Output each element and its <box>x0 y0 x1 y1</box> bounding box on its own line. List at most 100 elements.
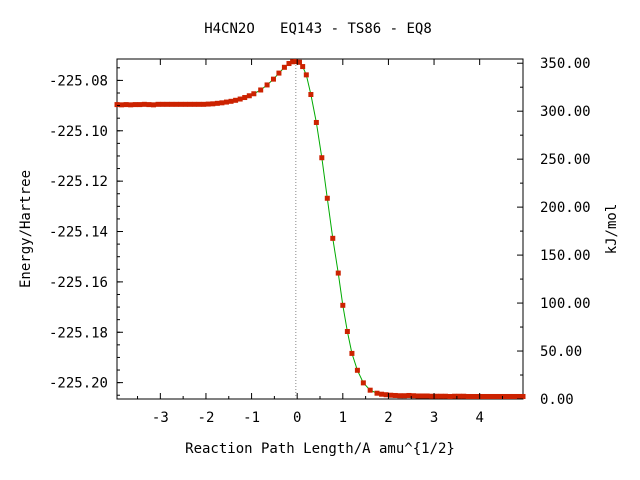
data-point <box>160 101 166 107</box>
y2-axis-ticks: 350.00 300.00 250.00 200.00 150.00 100.00 50.0… <box>517 56 591 408</box>
data-point <box>330 235 336 241</box>
data-point <box>114 102 120 108</box>
data-point <box>374 390 380 396</box>
data-point <box>293 59 299 65</box>
data-point <box>313 119 319 125</box>
y2-axis-label: kJ/mol <box>604 204 620 255</box>
data-point <box>128 102 134 108</box>
data-point <box>360 380 366 386</box>
series-line <box>116 61 523 397</box>
data-point <box>237 96 243 102</box>
y2-tick-label: 150.00 <box>540 248 591 264</box>
data-point <box>324 195 330 201</box>
data-point <box>296 59 302 65</box>
data-point <box>219 100 225 106</box>
data-point <box>210 101 216 107</box>
data-point <box>447 393 453 399</box>
data-point <box>442 393 448 399</box>
data-point <box>182 101 188 107</box>
y-axis-ticks: -225.08 -225.10 -225.12 -225.14 -225.16 -225.… <box>49 67 123 396</box>
data-point <box>502 393 508 399</box>
y2-tick-label: 350.00 <box>540 56 591 72</box>
data-point <box>173 101 179 107</box>
x-axis-ticks: -3 -2 -1 0 1 2 3 4 <box>137 59 503 426</box>
y-tick-label: -225.18 <box>49 325 108 341</box>
data-point <box>242 95 248 101</box>
data-point <box>164 101 170 107</box>
data-point <box>511 393 517 399</box>
data-point <box>205 101 211 107</box>
series-layer <box>114 59 526 399</box>
data-point <box>223 99 229 105</box>
y-axis-label: Energy/Hartree <box>18 170 34 288</box>
data-point <box>484 393 490 399</box>
x-tick-label: -2 <box>198 410 215 426</box>
data-point <box>474 393 480 399</box>
data-point <box>397 393 403 399</box>
data-point <box>433 393 439 399</box>
data-point <box>201 101 207 107</box>
x-tick-label: 2 <box>384 410 392 426</box>
data-point <box>383 392 389 398</box>
data-point <box>132 102 138 108</box>
data-point <box>319 155 325 161</box>
y2-tick-label: 250.00 <box>540 152 591 168</box>
x-tick-label: -1 <box>243 410 260 426</box>
y-tick-label: -225.12 <box>49 174 108 190</box>
data-point <box>300 64 306 70</box>
y2-tick-label: 300.00 <box>540 104 591 120</box>
y2-tick-label: 100.00 <box>540 296 591 312</box>
data-point <box>461 393 467 399</box>
data-point <box>264 82 270 88</box>
plot-frame <box>116 58 524 400</box>
data-point <box>187 101 193 107</box>
data-point <box>150 102 156 108</box>
data-point <box>429 393 435 399</box>
data-point <box>146 102 152 108</box>
data-point <box>123 102 129 108</box>
data-point <box>340 302 346 308</box>
data-point <box>270 76 276 82</box>
data-point <box>281 64 287 70</box>
data-point <box>493 393 499 399</box>
data-point <box>196 101 202 107</box>
data-point <box>520 393 526 399</box>
x-tick-label: 0 <box>293 410 301 426</box>
data-point <box>438 393 444 399</box>
data-point <box>169 101 175 107</box>
data-point <box>456 393 462 399</box>
data-point <box>401 393 407 399</box>
data-point <box>488 393 494 399</box>
x-tick-label: 1 <box>339 410 347 426</box>
x-axis-label: Reaction Path Length/A amu^{1/2} <box>185 441 455 457</box>
data-point <box>276 70 282 76</box>
chart-title: H4CN2O EQ143 - TS86 - EQ8 <box>204 21 432 37</box>
data-point <box>303 72 309 78</box>
data-point <box>214 100 220 106</box>
y-tick-label: -225.10 <box>49 124 108 140</box>
data-point <box>119 102 125 108</box>
data-point <box>420 393 426 399</box>
data-point <box>479 393 485 399</box>
data-point <box>388 392 394 398</box>
data-point <box>415 393 421 399</box>
y-tick-label: -225.14 <box>49 225 108 241</box>
data-point <box>344 329 350 334</box>
data-point <box>258 87 264 93</box>
data-point <box>137 102 143 108</box>
x-tick-label: 3 <box>430 410 438 426</box>
data-point <box>515 393 521 399</box>
data-point <box>251 91 257 97</box>
y2-tick-label: 0.00 <box>540 392 574 408</box>
y2-tick-label: 200.00 <box>540 200 591 216</box>
data-point <box>379 391 385 397</box>
y-tick-label: -225.20 <box>49 376 108 392</box>
data-point <box>497 393 503 399</box>
data-point <box>465 393 471 399</box>
data-point <box>178 101 184 107</box>
data-point <box>470 393 476 399</box>
data-point <box>246 93 252 99</box>
y-tick-label: -225.16 <box>49 275 108 291</box>
data-point <box>335 270 341 276</box>
data-point <box>141 101 147 107</box>
